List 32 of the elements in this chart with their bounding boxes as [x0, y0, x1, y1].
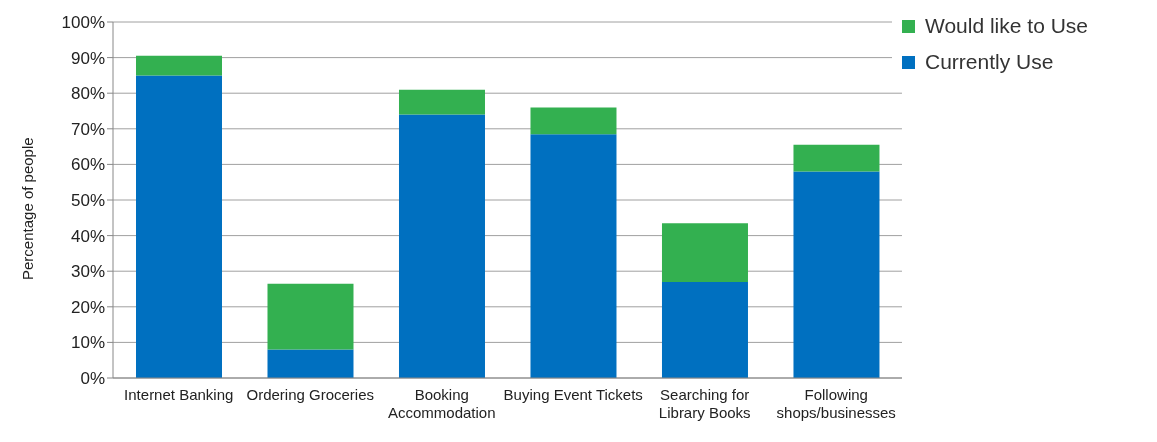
bar: [793, 171, 880, 378]
x-tick-label: Ordering Groceries: [246, 386, 375, 403]
bar: [136, 75, 222, 378]
bar: [661, 223, 748, 282]
legend-label: Would like to Use: [924, 14, 1088, 38]
bar: [530, 107, 617, 135]
bar: [398, 89, 485, 115]
bar: [398, 114, 485, 378]
y-tick-label: 90%: [70, 48, 105, 68]
bar: [530, 134, 617, 378]
y-tick-label: 30%: [70, 262, 105, 282]
y-tick-label: 40%: [70, 226, 105, 246]
y-tick-label: 60%: [70, 155, 105, 175]
y-tick-label: 70%: [70, 119, 105, 139]
x-tick-label: Booking Accommodation: [387, 386, 496, 421]
x-tick-label: Buying Event Tickets: [503, 386, 643, 403]
y-tick-label: 0%: [80, 369, 105, 389]
y-tick-label: 10%: [70, 333, 105, 353]
bar: [661, 281, 748, 378]
y-tick-label: 100%: [61, 13, 105, 33]
bar: [267, 283, 354, 350]
bar: [793, 144, 880, 172]
bar: [136, 55, 222, 76]
y-tick-label: 50%: [70, 191, 105, 211]
x-tick-label: Internet Banking: [124, 386, 234, 403]
bar: [267, 349, 354, 378]
y-tick-label: 20%: [70, 297, 105, 317]
legend-label: Currently Use: [924, 50, 1054, 74]
y-axis-title: Percentage of people: [19, 137, 37, 280]
y-tick-label: 80%: [70, 84, 105, 104]
x-tick-label: Following shops/businesses: [776, 386, 896, 421]
x-tick-label: Searching for Library Books: [658, 386, 751, 421]
